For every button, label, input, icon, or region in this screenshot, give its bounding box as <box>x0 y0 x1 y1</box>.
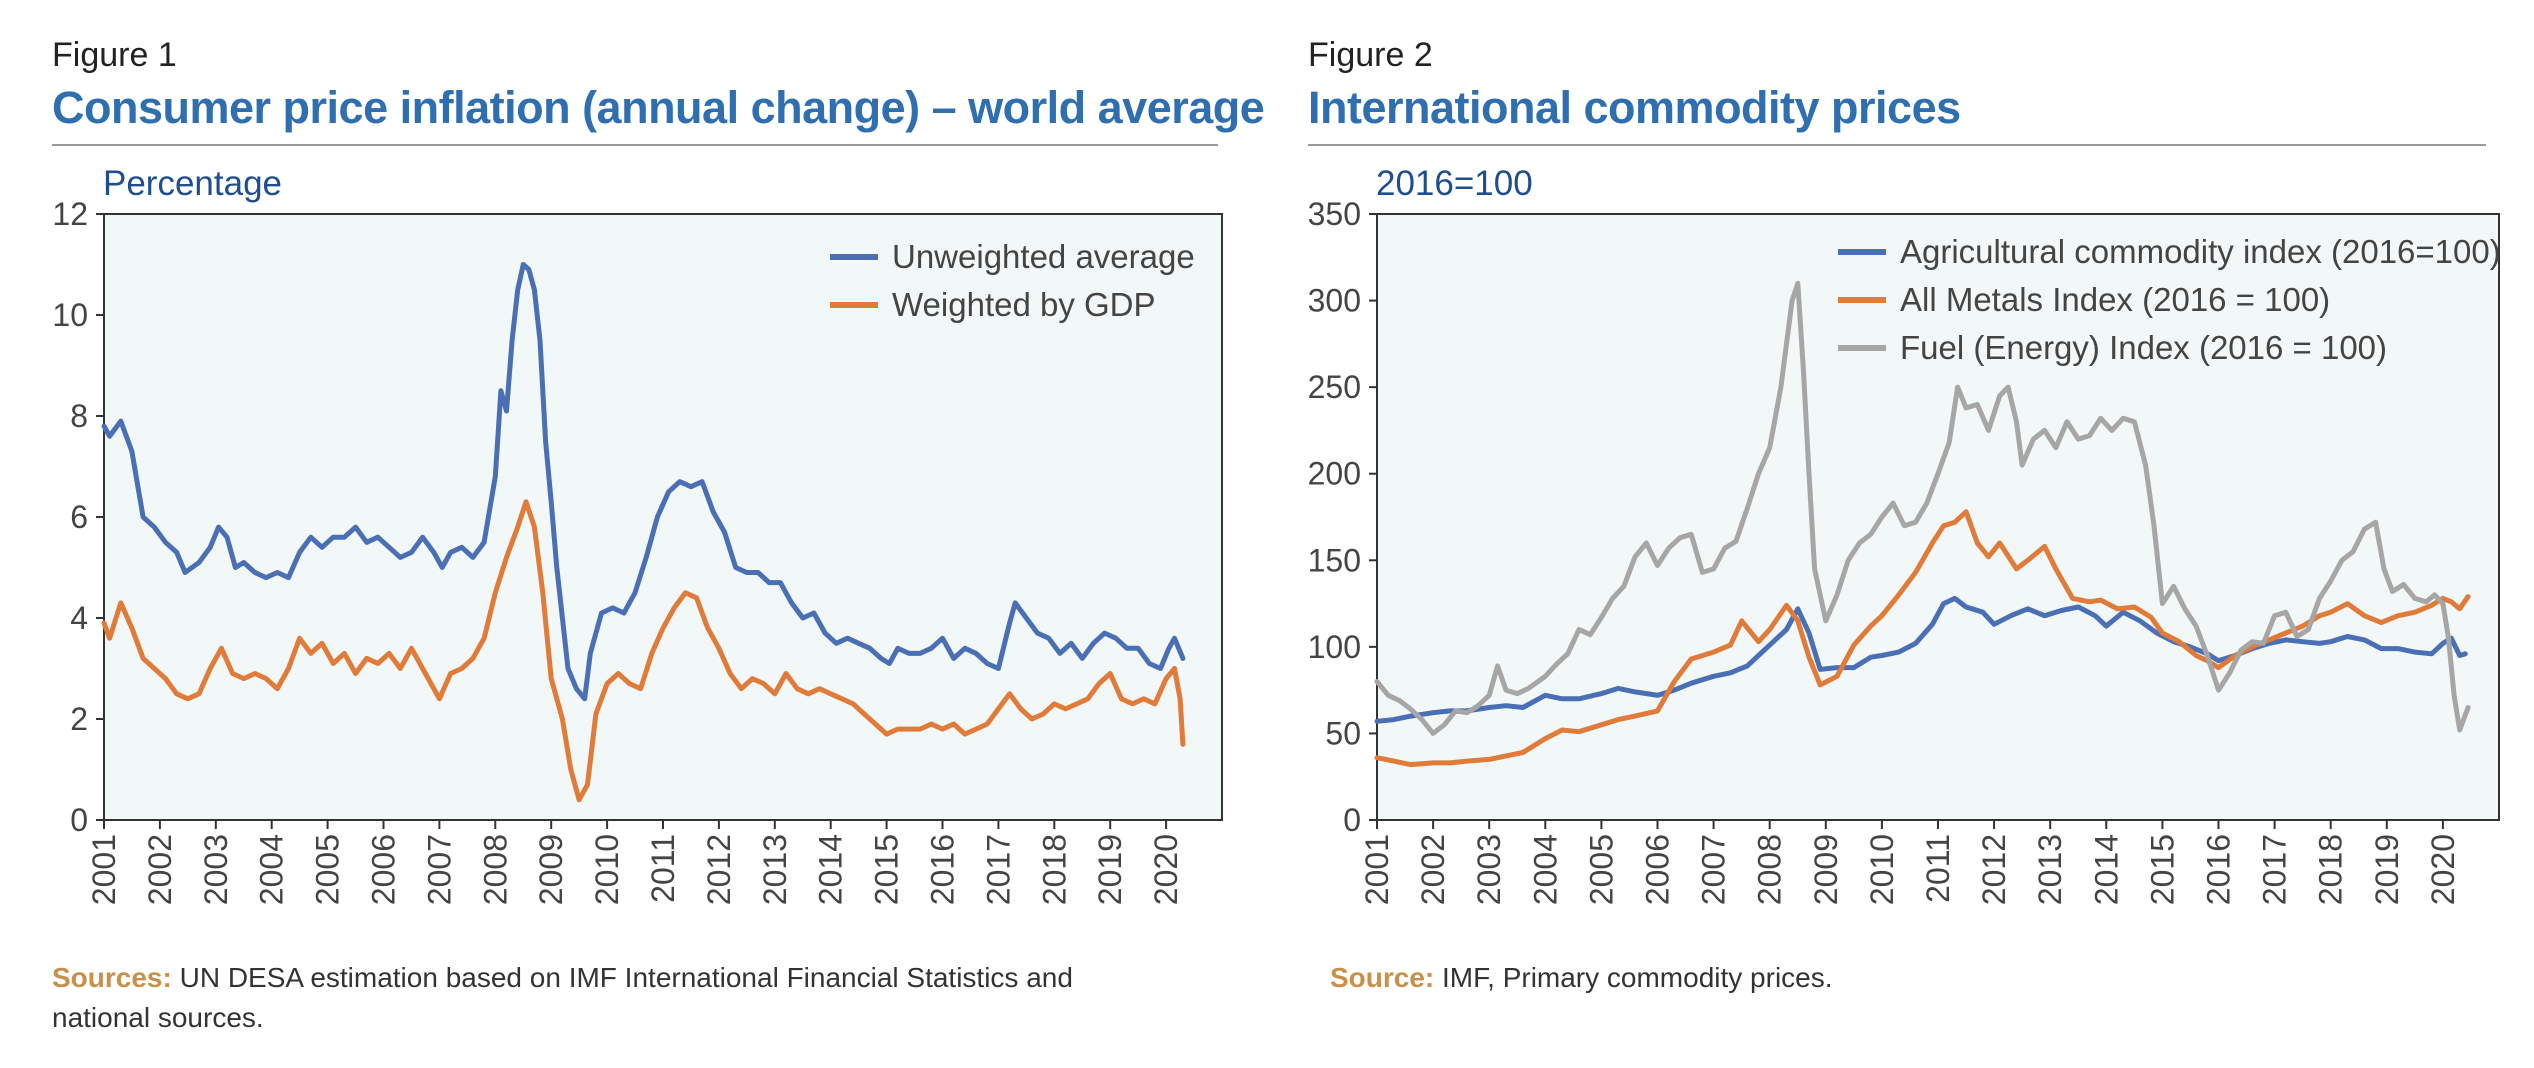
y-tick-label: 8 <box>70 398 88 434</box>
figure-2-label: Figure 2 <box>1308 36 1433 74</box>
x-tick-label: 2010 <box>1864 834 1900 905</box>
series-line-agricultural-commodity-index-2016-100 <box>1374 595 2468 724</box>
x-tick-label: 2015 <box>2144 834 2180 905</box>
x-tick-label: 2008 <box>1752 834 1788 905</box>
x-tick-label: 2007 <box>421 834 457 905</box>
x-tick-label: 2009 <box>533 834 569 905</box>
x-tick-label: 2008 <box>477 834 513 905</box>
legend-label: Agricultural commodity index (2016=100) <box>1900 233 2501 270</box>
x-tick-label: 2019 <box>2369 834 2405 905</box>
x-tick-label: 2011 <box>1920 834 1956 903</box>
x-tick-label: 2012 <box>701 834 737 905</box>
y-tick-label: 0 <box>70 802 88 838</box>
x-tick-label: 2020 <box>2425 834 2461 905</box>
y-tick-label: 2 <box>70 701 88 737</box>
x-tick-label: 2003 <box>1471 834 1507 905</box>
figure-2-source-key: Source: <box>1330 962 1435 993</box>
plot-area <box>1376 213 2500 821</box>
x-tick-label: 2013 <box>757 834 793 905</box>
x-tick-label: 2015 <box>869 834 905 905</box>
legend-label: Fuel (Energy) Index (2016 = 100) <box>1900 329 2387 366</box>
x-tick-label: 2002 <box>142 834 178 905</box>
x-tick-label: 2004 <box>254 834 290 905</box>
y-tick-label: 10 <box>52 297 88 333</box>
x-tick-label: 2004 <box>1527 834 1563 905</box>
x-tick-label: 2006 <box>1640 834 1676 905</box>
series-line-weighted-by-gdp <box>101 499 1186 803</box>
figure-1-title-rule <box>52 144 1218 146</box>
x-tick-label: 2007 <box>1696 834 1732 905</box>
x-tick-label: 2002 <box>1415 834 1451 905</box>
series-line-all-metals-index-2016-100 <box>1374 509 2471 768</box>
figure-2-units: 2016=100 <box>1376 164 1533 203</box>
x-tick-label: 2018 <box>2313 834 2349 905</box>
x-tick-label: 2009 <box>1808 834 1844 905</box>
x-tick-label: 2010 <box>589 834 625 905</box>
x-tick-label: 2013 <box>2032 834 2068 905</box>
figure-1-title: Consumer price inflation (annual change)… <box>52 82 1265 133</box>
x-tick-label: 2014 <box>2088 834 2124 905</box>
figure-1-source: Sources: UN DESA estimation based on IMF… <box>52 958 1152 1038</box>
y-tick-label: 350 <box>1308 196 1361 232</box>
x-tick-label: 2016 <box>2201 834 2237 905</box>
legend-label: All Metals Index (2016 = 100) <box>1900 281 2330 318</box>
figure-2-source-text: IMF, Primary commodity prices. <box>1442 962 1833 993</box>
legend-label: Weighted by GDP <box>892 286 1156 323</box>
figure-2-title-rule <box>1308 144 2486 146</box>
legend-label: Unweighted average <box>892 238 1195 275</box>
figure-1-panel: Figure 1 Consumer price inflation (annua… <box>0 0 1265 1068</box>
x-tick-label: 2018 <box>1036 834 1072 905</box>
x-tick-label: 2006 <box>366 834 402 905</box>
y-tick-label: 150 <box>1308 542 1361 578</box>
y-tick-label: 300 <box>1308 283 1361 319</box>
y-tick-label: 6 <box>70 499 88 535</box>
y-tick-label: 50 <box>1325 715 1361 751</box>
x-tick-label: 2011 <box>645 834 681 903</box>
x-tick-label: 2014 <box>813 834 849 905</box>
x-tick-label: 2005 <box>1583 834 1619 905</box>
series-line-unweighted-average <box>101 262 1186 702</box>
y-tick-label: 12 <box>52 196 88 232</box>
x-tick-label: 2001 <box>86 834 122 905</box>
y-tick-label: 250 <box>1308 369 1361 405</box>
series-line-fuel-energy-index-2016-100 <box>1374 280 2471 736</box>
x-tick-label: 2001 <box>1359 834 1395 905</box>
figure-2-source: Source: IMF, Primary commodity prices. <box>1330 958 2430 998</box>
x-tick-label: 2017 <box>2257 834 2293 905</box>
figure-2-panel: Figure 2 International commodity prices … <box>1260 0 2534 1068</box>
figure-1-chart: 0 2 4 6 8 10 12 2001 2002 2003 2004 2005 2006 2007 200… <box>52 196 1223 905</box>
x-tick-label: 2012 <box>1976 834 2012 905</box>
figure-1-source-key: Sources: <box>52 962 172 993</box>
x-tick-label: 2017 <box>980 834 1016 905</box>
figure-1-source-text: UN DESA estimation based on IMF Internat… <box>52 962 1073 1033</box>
figure-2-chart: 0 50 100 150 200 250 300 350 2001 2002 2003 2004 200… <box>1308 196 2501 905</box>
y-tick-label: 4 <box>70 600 88 636</box>
y-tick-label: 200 <box>1308 456 1361 492</box>
x-tick-label: 2016 <box>925 834 961 905</box>
x-tick-label: 2005 <box>310 834 346 905</box>
x-tick-label: 2019 <box>1092 834 1128 905</box>
y-tick-label: 100 <box>1308 629 1361 665</box>
x-tick-label: 2003 <box>198 834 234 905</box>
y-tick-label: 0 <box>1343 802 1361 838</box>
figure-1-label: Figure 1 <box>52 36 177 74</box>
figure-2-title: International commodity prices <box>1308 82 1961 133</box>
x-tick-label: 2020 <box>1148 834 1184 905</box>
figure-1-units: Percentage <box>103 164 283 203</box>
